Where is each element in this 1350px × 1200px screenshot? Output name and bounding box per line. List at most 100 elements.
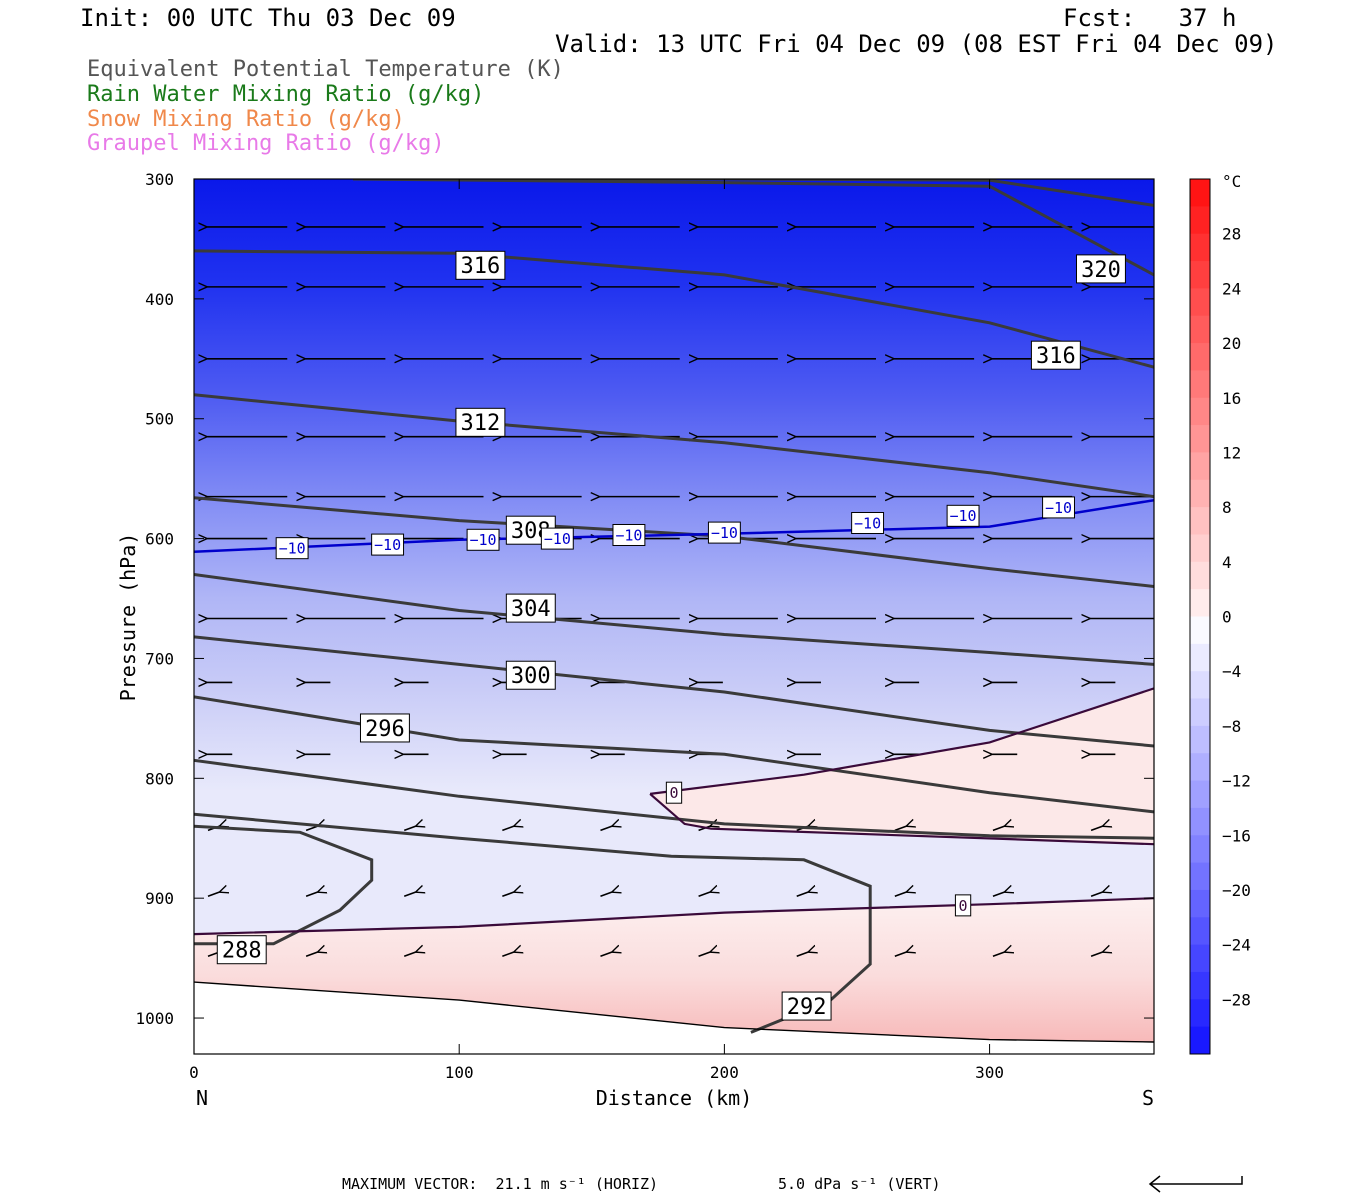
colorbar-tick-label: −28 <box>1222 990 1251 1009</box>
colorbar-segment <box>1190 917 1210 946</box>
theta-e-label-312: 312 <box>461 411 501 436</box>
plot-frame <box>193 178 1155 1055</box>
x-tick-label: 0 <box>189 1063 199 1082</box>
wind-vector <box>894 952 906 957</box>
colorbar-segment <box>1190 671 1210 700</box>
wind-vector <box>894 892 906 898</box>
colorbar-tick-label: 20 <box>1222 334 1241 353</box>
isotherm-label-minus10: −10 <box>711 524 738 542</box>
isotherm-label-zero-box <box>954 894 972 917</box>
isotherm-label-minus10-box <box>707 521 741 544</box>
isotherm-label-minus10-box <box>466 528 500 551</box>
isotherm-label-minus10-box <box>540 527 574 550</box>
colorbar-segment <box>1190 261 1210 289</box>
legend-theta-e: Equivalent Potential Temperature (K) <box>87 57 564 82</box>
y-tick-label: 400 <box>145 290 174 309</box>
colorbar-segment <box>1190 206 1210 235</box>
theta-e-label-304-box <box>505 593 556 623</box>
wind-vector <box>1090 826 1102 832</box>
wind-vector <box>796 952 808 957</box>
y-tick-label: 1000 <box>135 1009 174 1028</box>
colorbar-segment <box>1190 862 1210 891</box>
isotherm-label-minus10-box <box>851 512 885 535</box>
isotherm-label-zero: 0 <box>959 897 968 915</box>
isotherm-label-minus10: −10 <box>374 536 401 554</box>
isotherm-label-minus10-box <box>275 537 309 560</box>
wind-vector <box>403 892 415 898</box>
wind-vector <box>502 826 513 832</box>
theta-e-label-320-box <box>1076 254 1126 284</box>
wind-vector <box>698 892 710 898</box>
surface-line <box>194 981 1154 1043</box>
isotherm-label-minus10-box <box>946 504 980 527</box>
colorbar-segment <box>1190 479 1210 508</box>
y-tick-label: 900 <box>145 889 174 908</box>
y-tick-label: 700 <box>145 649 174 668</box>
wind-vector <box>305 826 317 832</box>
colorbar-segment <box>1190 616 1210 645</box>
x-tick-label: 300 <box>975 1063 1004 1082</box>
theta-e-label-296: 296 <box>365 717 405 742</box>
init-time: Init: 00 UTC Thu 03 Dec 09 <box>80 4 456 32</box>
colorbar-segment <box>1190 233 1210 262</box>
wind-vector <box>600 892 611 898</box>
theta-e-contour-300 <box>194 635 1154 748</box>
colorbar-segment <box>1190 643 1210 672</box>
theta-e-contour-288 <box>194 824 374 946</box>
wind-vector <box>502 952 513 957</box>
colorbar-segment <box>1190 179 1210 207</box>
isotherm-label-minus10: −10 <box>470 531 497 549</box>
colorbar-segment <box>1190 944 1210 973</box>
x-end-label-south: S <box>1142 1086 1154 1110</box>
isotherm-zero-1 <box>194 897 1154 936</box>
warm-layer-upper <box>650 688 1154 845</box>
wind-vector <box>992 826 1004 832</box>
wind-vector <box>894 826 906 832</box>
colorbar-tick-label: −8 <box>1222 717 1241 736</box>
x-axis: 0 100 200 300 <box>189 179 1004 1082</box>
colorbar-segment <box>1190 835 1210 864</box>
isotherm-label-minus10: −10 <box>950 507 977 525</box>
colorbar-segment <box>1190 807 1210 836</box>
isotherm-label-minus10-box <box>1042 496 1075 519</box>
theta-e-label-300: 300 <box>511 664 551 689</box>
colorbar: 28 24 20 16 12 8 4 0 −4 −8 −12 −16 −20 −24 −28 <box>1189 178 1251 1055</box>
y-tick-label: 800 <box>145 769 174 788</box>
forecast-hour: Fcst: 37 h <box>1063 4 1237 32</box>
colorbar-segment <box>1190 288 1210 317</box>
colorbar-tick-label: −16 <box>1222 826 1251 845</box>
colorbar-segment <box>1190 507 1210 535</box>
theta-e-label-296-box <box>359 713 410 743</box>
isotherm-label-minus10-box <box>612 523 646 546</box>
wind-vector <box>305 952 317 957</box>
theta-e-contour-316 <box>353 179 1154 277</box>
colorbar-segment <box>1190 780 1210 809</box>
colorbar-segment <box>1190 889 1210 918</box>
y-tick-label: 500 <box>145 410 174 429</box>
valid-time: Valid: 13 UTC Fri 04 Dec 09 (08 EST Fri … <box>555 30 1278 58</box>
colorbar-tick-label: 4 <box>1222 553 1232 572</box>
colorbar-segment <box>1190 534 1210 563</box>
theta-e-label-312-box <box>455 407 506 437</box>
max-vector-label: MAXIMUM VECTOR: 21.1 m s⁻¹ (HORIZ) <box>342 1175 659 1193</box>
theta-e-contours <box>194 179 1154 1034</box>
isotherm-label-zero: 0 <box>669 784 678 802</box>
theta-e-label-292: 292 <box>787 995 827 1020</box>
theta-e-label-288-box <box>216 935 267 965</box>
colorbar-tick-label: 16 <box>1222 389 1241 408</box>
theta-e-label-316: 316 <box>461 254 501 279</box>
wind-vector <box>1090 892 1102 898</box>
isotherm-zero-0 <box>649 793 1154 846</box>
theta-e-contour-312 <box>194 393 1154 499</box>
colorbar-unit: °C <box>1222 172 1241 191</box>
x-axis-title: Distance (km) <box>596 1086 753 1110</box>
theta-e-label-320: 320 <box>1081 258 1121 283</box>
wind-vector <box>403 826 415 832</box>
theta-e-contour-316 <box>194 249 1154 369</box>
colorbar-segment <box>1190 1026 1210 1055</box>
vertical-vector-label: 5.0 dPa s⁻¹ (VERT) <box>778 1175 941 1193</box>
wind-vector <box>1090 952 1102 957</box>
colorbar-tick-label: −24 <box>1222 936 1251 955</box>
colorbar-segment <box>1190 589 1210 617</box>
